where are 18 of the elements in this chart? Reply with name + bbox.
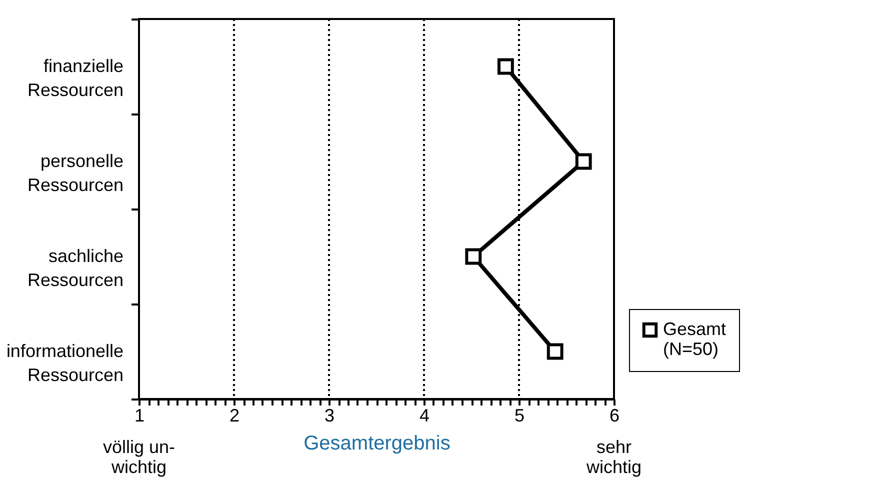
legend-label: Gesamt (N=50): [663, 319, 726, 359]
x-tick-label: 1: [134, 406, 145, 426]
x-tick-label: 5: [514, 406, 525, 426]
text: völlig un- wichtig: [102, 437, 176, 477]
point: [497, 58, 514, 75]
point: [465, 248, 482, 265]
x-axis-title: Gesamtergebnis: [304, 432, 450, 454]
y-tick-label: informationelle Ressourcen: [6, 341, 124, 385]
y-tick-label: personelle Ressourcen: [27, 151, 124, 195]
point: [575, 153, 592, 170]
y-tick-label: sachliche Ressourcen: [27, 246, 124, 290]
y-tick-label: finanzielle Ressourcen: [27, 56, 124, 100]
x-tick-label: 6: [609, 406, 620, 426]
x-tick-label: 3: [324, 406, 335, 426]
text: sehr wichtig: [585, 437, 642, 477]
x-tick-label: 2: [229, 406, 240, 426]
x-tick-label: 4: [419, 406, 430, 426]
point: [546, 343, 564, 360]
